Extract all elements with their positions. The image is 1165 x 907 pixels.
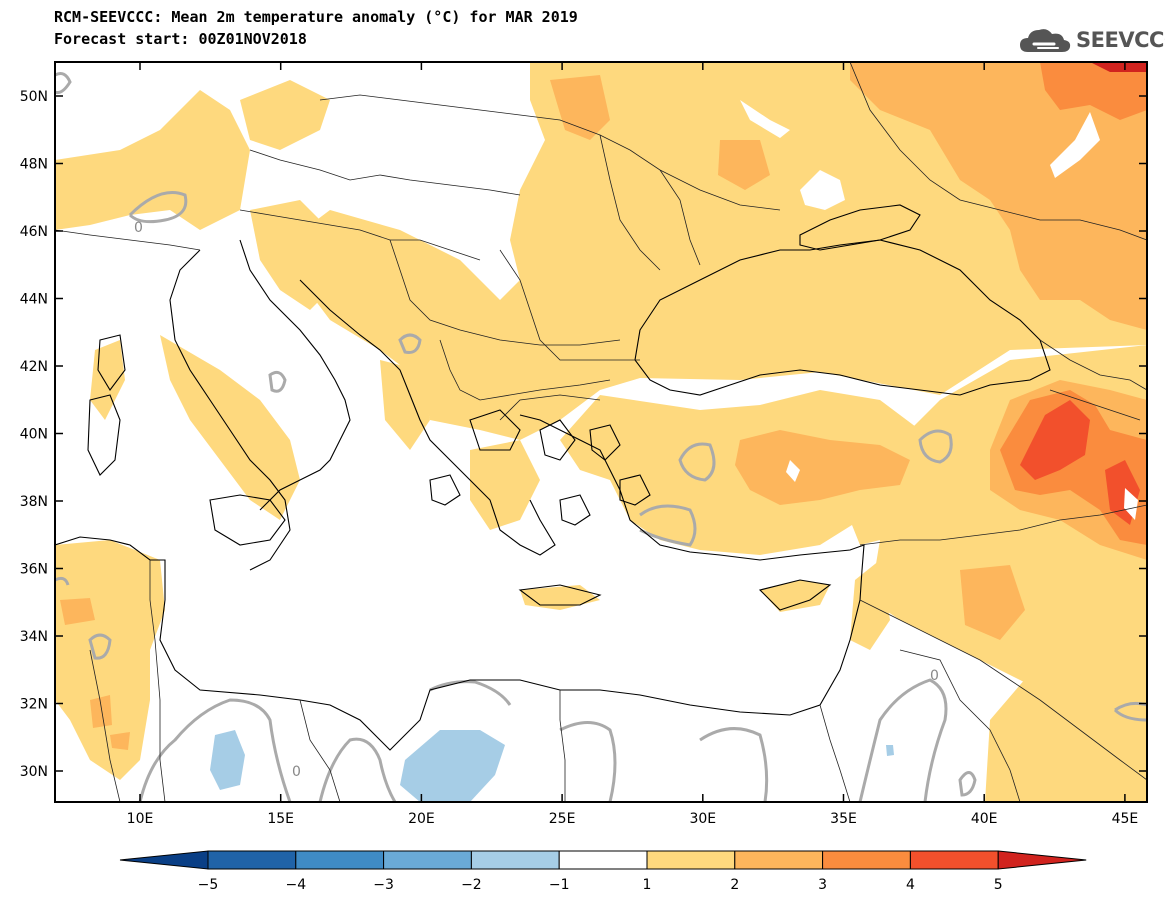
colorbar-segment (909, 850, 999, 870)
lat-label: 32N (20, 697, 48, 713)
forecast-start-subtitle: Forecast start: 00Z01NOV2018 (54, 30, 307, 48)
contour-label: 0 (292, 764, 301, 780)
lat-label: 30N (20, 764, 48, 780)
colorbar-tick-label: 1 (643, 877, 652, 893)
lat-label: 36N (20, 562, 48, 578)
colorbar-segment (646, 850, 736, 870)
lat-label: 48N (20, 157, 48, 173)
seevccc-logo: SEEVCCC (1018, 20, 1165, 60)
coastlines (55, 204, 1051, 751)
colorbar-segment (207, 850, 297, 870)
lat-label: 50N (20, 89, 48, 105)
colorbar-extension-high (997, 850, 1087, 870)
lon-label: 45E (1112, 811, 1139, 827)
anomaly-fill-above-5 (1090, 62, 1147, 72)
lon-label: 10E (127, 811, 154, 827)
colorbar-tick-label: −1 (549, 877, 570, 893)
lon-label: 40E (971, 811, 998, 827)
cloud-logo-icon (1020, 29, 1071, 52)
colorbar-tick-label: −4 (285, 877, 306, 893)
map-frame (54, 61, 1148, 803)
anomaly-fill-neg-1-2 (210, 730, 894, 802)
longitude-axis: 10E 15E 20E 25E 30E 35E 40E 45E (127, 62, 1139, 827)
colorbar-segment (734, 850, 824, 870)
colorbar-tick-label: −3 (373, 877, 394, 893)
colorbar: −5 −4 −3 −2 −1 1 2 3 4 5 (119, 850, 1087, 893)
anomaly-fill-neutral-holes (740, 100, 1138, 520)
colorbar-segment (295, 850, 385, 870)
contour-labels: 0 0 0 (134, 220, 939, 780)
contour-label: 0 (930, 668, 939, 684)
lat-label: 46N (20, 224, 48, 240)
lon-label: 25E (549, 811, 576, 827)
lat-label: 38N (20, 494, 48, 510)
colorbar-tick-label: −5 (198, 877, 219, 893)
lon-label: 20E (408, 811, 435, 827)
lon-label: 15E (267, 811, 294, 827)
latitude-axis: 50N 48N 46N 44N 42N 40N 38N 36N 34N 32N 30N (20, 89, 1147, 780)
colorbar-tick-label: 2 (730, 877, 739, 893)
colorbar-segment (558, 850, 648, 870)
country-borders (55, 62, 1147, 802)
colorbar-tick-label: 3 (818, 877, 827, 893)
colorbar-segment (822, 850, 911, 870)
logo-text: SEEVCCC (1076, 28, 1165, 52)
map-area: 0 0 0 (55, 62, 1147, 802)
colorbar-tick-label: −2 (461, 877, 482, 893)
lon-label: 30E (689, 811, 716, 827)
colorbar-extension-low (119, 850, 209, 870)
zero-anomaly-contours (55, 72, 1147, 802)
lon-label: 35E (830, 811, 857, 827)
lat-label: 44N (20, 292, 48, 308)
map-title: RCM-SEEVCCC: Mean 2m temperature anomaly… (54, 8, 578, 26)
lat-label: 34N (20, 629, 48, 645)
lat-label: 40N (20, 427, 48, 443)
lat-label: 42N (20, 359, 48, 375)
colorbar-segment (383, 850, 472, 870)
contour-label: 0 (134, 220, 143, 236)
colorbar-tick-label: 4 (906, 877, 915, 893)
colorbar-segment (470, 850, 560, 870)
colorbar-tick-label: 5 (994, 877, 1003, 893)
